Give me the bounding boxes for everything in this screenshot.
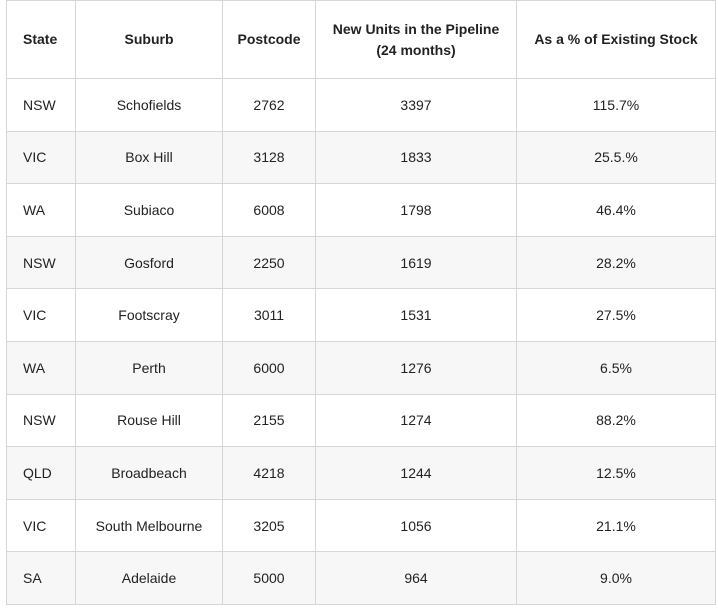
table-cell: 3397	[315, 78, 517, 132]
table-cell: 2250	[222, 235, 316, 290]
table-cell: 1274	[315, 393, 517, 448]
table-cell: NSW	[6, 78, 76, 132]
table-cell: 3128	[222, 130, 316, 185]
table-cell: 1531	[315, 288, 517, 342]
table-cell: 46.4%	[516, 183, 716, 237]
table-cell: 9.0%	[516, 551, 716, 605]
table-cell: 88.2%	[516, 393, 716, 448]
header-cell: Postcode	[222, 0, 316, 79]
table-cell: 5000	[222, 551, 316, 605]
table-cell: 27.5%	[516, 288, 716, 342]
table-row: NSW Gosford 2250 1619 28.2%	[6, 235, 716, 290]
table-cell: 4218	[222, 446, 316, 500]
table-cell: WA	[6, 183, 76, 237]
table-row: VIC Box Hill 3128 1833 25.5.%	[6, 130, 716, 185]
table-cell: 21.1%	[516, 498, 716, 553]
table-cell: 12.5%	[516, 446, 716, 500]
table-cell: 2762	[222, 78, 316, 132]
table-row: QLD Broadbeach 4218 1244 12.5%	[6, 446, 716, 500]
table-cell: 964	[315, 551, 517, 605]
table-cell: South Melbourne	[75, 498, 223, 553]
table-cell: 1244	[315, 446, 517, 500]
table-cell: Gosford	[75, 235, 223, 290]
table-cell: Box Hill	[75, 130, 223, 185]
table-row: VIC South Melbourne 3205 1056 21.1%	[6, 498, 716, 553]
header-cell: State	[6, 0, 76, 79]
table-cell: NSW	[6, 235, 76, 290]
table-cell: Footscray	[75, 288, 223, 342]
table-cell: Subiaco	[75, 183, 223, 237]
table-row: NSW Rouse Hill 2155 1274 88.2%	[6, 393, 716, 448]
header-cell: New Units in the Pipeline (24 months)	[315, 0, 517, 79]
table-cell: NSW	[6, 393, 76, 448]
table-cell: 6008	[222, 183, 316, 237]
table-cell: 1798	[315, 183, 517, 237]
table-cell: Adelaide	[75, 551, 223, 605]
table-body: NSW Schofields 2762 3397 115.7% VIC Box Hill 31…	[6, 78, 716, 605]
table-cell: SA	[6, 551, 76, 605]
header-row: State Suburb Postcode New Units in the Pipe…	[6, 0, 716, 79]
header-cell: Suburb	[75, 0, 223, 79]
table-cell: 115.7%	[516, 78, 716, 132]
table-cell: WA	[6, 340, 76, 395]
table-cell: Schofields	[75, 78, 223, 132]
table-cell: Broadbeach	[75, 446, 223, 500]
table-cell: 1276	[315, 340, 517, 395]
table-row: WA Subiaco 6008 1798 46.4%	[6, 183, 716, 237]
table-cell: QLD	[6, 446, 76, 500]
table-cell: Perth	[75, 340, 223, 395]
table-row: VIC Footscray 3011 1531 27.5%	[6, 288, 716, 342]
table-cell: 1619	[315, 235, 517, 290]
table-cell: VIC	[6, 288, 76, 342]
table-cell: 3011	[222, 288, 316, 342]
table-cell: VIC	[6, 130, 76, 185]
table-cell: 6.5%	[516, 340, 716, 395]
table-cell: 1833	[315, 130, 517, 185]
table-cell: 3205	[222, 498, 316, 553]
table-cell: 6000	[222, 340, 316, 395]
header-cell: As a % of Existing Stock	[516, 0, 716, 79]
data-table: State Suburb Postcode New Units in the Pipe…	[6, 0, 716, 605]
table-row: SA Adelaide 5000 964 9.0%	[6, 551, 716, 605]
table-cell: 1056	[315, 498, 517, 553]
table-cell: 28.2%	[516, 235, 716, 290]
table-cell: 2155	[222, 393, 316, 448]
table-row: WA Perth 6000 1276 6.5%	[6, 340, 716, 395]
table-cell: 25.5.%	[516, 130, 716, 185]
table-cell: Rouse Hill	[75, 393, 223, 448]
table-cell: VIC	[6, 498, 76, 553]
table-row: NSW Schofields 2762 3397 115.7%	[6, 78, 716, 132]
